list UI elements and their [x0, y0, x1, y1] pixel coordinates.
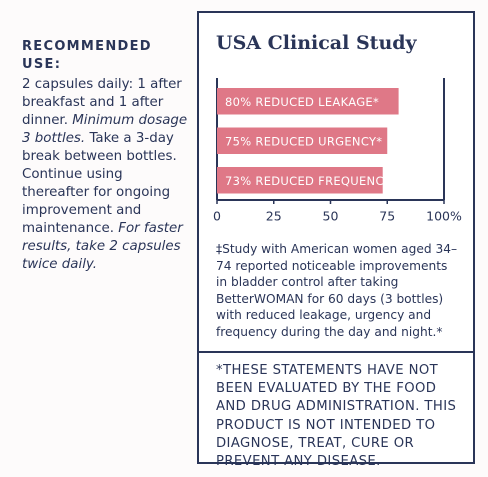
disclaimer: *THESE STATEMENTS HAVE NOT BEEN EVALUATE…	[216, 363, 457, 470]
bar	[217, 167, 383, 194]
footnote: ‡Study with American women aged 34–74 re…	[216, 242, 458, 339]
bar	[217, 88, 399, 115]
x-tick-label: 100%	[426, 209, 462, 224]
x-tick-label: 50	[323, 209, 339, 224]
x-tick-label: 0	[213, 209, 221, 224]
heading: RECOMMENDED USE:	[22, 39, 152, 72]
study-box	[197, 11, 475, 464]
bar	[217, 127, 388, 154]
chart-title: USA Clinical Study	[216, 32, 417, 54]
x-tick-label: 75	[379, 209, 395, 224]
text: Take a 3-day break between bottles. Cont…	[22, 131, 177, 236]
bar-label: 80% REDUCED LEAKAGE*	[225, 95, 379, 109]
bar-label: 75% REDUCED URGENCY*	[225, 134, 382, 148]
bar-label: 73% REDUCED FREQUENCY*	[225, 174, 397, 188]
recommended-use: RECOMMENDED USE: 2 capsules daily: 1 aft…	[22, 38, 190, 274]
instructions: 2 capsules daily: 1 after breakfast and …	[22, 76, 190, 274]
text: For faster results, take 2 capsules twic…	[22, 221, 183, 272]
x-tick-label: 25	[266, 209, 282, 224]
text: 2 capsules daily: 1 after breakfast and …	[22, 77, 182, 128]
text: Minimum dosage 3 bottles.	[22, 113, 188, 146]
